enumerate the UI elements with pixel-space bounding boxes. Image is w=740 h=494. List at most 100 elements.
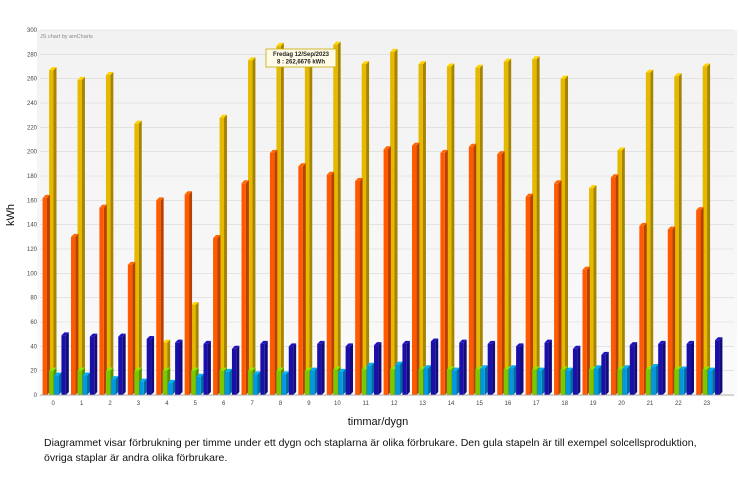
bar-front	[582, 269, 587, 395]
bar	[196, 373, 204, 395]
bar-front	[446, 369, 452, 395]
bar-front	[304, 53, 310, 395]
bar-top	[554, 180, 562, 184]
bar-side	[513, 365, 517, 395]
bar-side	[207, 340, 211, 395]
bar-side	[314, 367, 318, 395]
bar-top	[610, 174, 619, 178]
bar-front	[333, 369, 338, 395]
bar-top	[42, 194, 50, 198]
bar-side	[359, 177, 363, 395]
bar-top	[715, 337, 723, 341]
bar-side	[655, 364, 659, 395]
bar-top	[105, 72, 114, 76]
bar-top	[674, 366, 682, 370]
bar-top	[707, 367, 716, 371]
bar-top	[162, 339, 171, 343]
bar	[231, 345, 240, 395]
bar-top	[503, 366, 512, 370]
bar-front	[390, 369, 395, 395]
bar-top	[71, 233, 79, 237]
bar	[219, 114, 228, 395]
bar-side	[643, 222, 647, 395]
bar-top	[532, 366, 540, 370]
bar-side	[416, 142, 420, 395]
bar-side	[274, 149, 278, 395]
bar-side	[200, 373, 204, 395]
bar-top	[423, 365, 431, 369]
bar	[253, 371, 261, 395]
bar-top	[440, 149, 448, 153]
bar-front	[219, 370, 225, 395]
bar-front	[54, 375, 59, 395]
bar-side	[342, 368, 346, 395]
bar	[622, 365, 630, 395]
bar	[224, 368, 233, 395]
bar-top	[667, 226, 676, 230]
bar-side	[508, 58, 512, 396]
bar-side	[337, 41, 341, 395]
bar-top	[418, 61, 426, 65]
bar	[61, 332, 69, 395]
chart-container: JS chart by amCharts 0 20 40 60 80 100 120 140 1…	[5, 28, 737, 428]
bar-front	[42, 197, 47, 395]
bar-front	[61, 335, 66, 395]
bar-top	[383, 146, 391, 150]
bar-side	[350, 343, 353, 395]
bar-front	[105, 370, 111, 395]
bar-side	[75, 233, 79, 395]
bar	[516, 343, 524, 395]
y-tick-label: 200	[27, 150, 38, 156]
bar-series	[42, 41, 723, 396]
bar-front	[554, 183, 559, 395]
bar-top	[219, 367, 228, 371]
bar-top	[617, 147, 625, 151]
bar-side	[586, 266, 590, 395]
bar	[582, 266, 590, 395]
bar-front	[156, 200, 161, 395]
bar-front	[525, 196, 531, 395]
bar-top	[49, 67, 57, 71]
bar-front	[253, 374, 258, 395]
bar-front	[601, 354, 606, 395]
bar-front	[276, 45, 281, 396]
bar-side	[691, 340, 694, 395]
bar-side	[650, 69, 654, 395]
bar	[525, 193, 534, 395]
bar-top	[167, 379, 176, 383]
bar-side	[122, 333, 126, 395]
bar-front	[269, 152, 275, 395]
bar	[686, 340, 694, 395]
bar	[452, 367, 460, 395]
bar-top	[532, 56, 540, 60]
y-tick-label: 120	[27, 247, 38, 253]
bar-top	[276, 42, 284, 46]
bar-side	[593, 185, 597, 395]
bar-top	[338, 368, 346, 372]
bar-top	[617, 366, 625, 370]
bar-top	[333, 41, 341, 45]
bar-front	[248, 370, 253, 395]
bar-front	[71, 236, 76, 395]
bar-top	[390, 48, 398, 52]
bar-side	[236, 345, 240, 395]
bar	[446, 63, 455, 395]
bar-front	[191, 304, 196, 395]
bar-front	[260, 343, 265, 395]
bar-top	[345, 343, 353, 347]
bar	[696, 207, 704, 395]
bar-side	[621, 147, 625, 395]
x-tick-label: 20	[618, 401, 625, 407]
x-tick-label: 2	[108, 401, 112, 407]
bar-front	[361, 64, 367, 396]
bar-side	[479, 64, 483, 395]
bar-side	[132, 261, 136, 395]
bar-side	[87, 372, 90, 395]
bar	[440, 149, 448, 395]
bar-top	[253, 371, 261, 375]
bar-front	[196, 376, 201, 395]
x-tick-label: 6	[222, 401, 226, 407]
bar-side	[473, 143, 477, 395]
bar-side	[565, 75, 569, 396]
bar-top	[412, 142, 420, 146]
